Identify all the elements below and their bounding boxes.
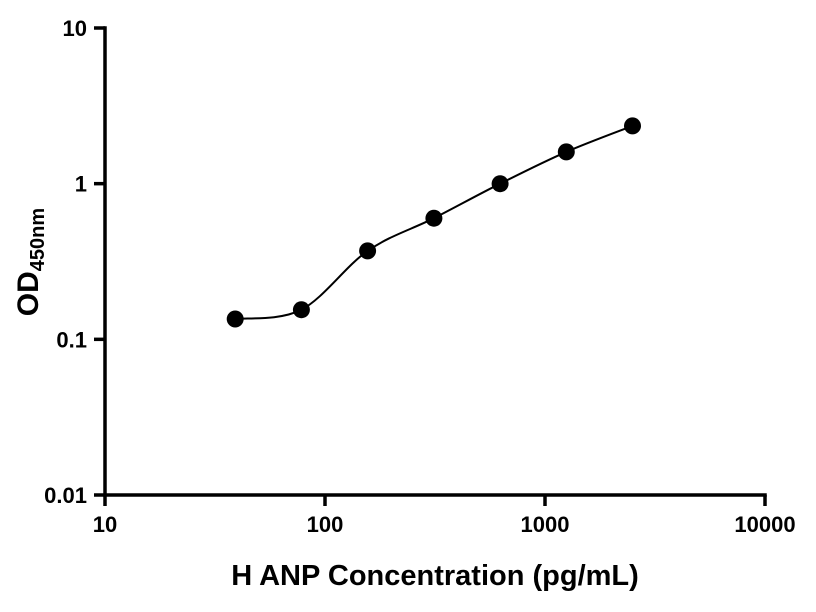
data-point-marker [226, 310, 244, 328]
y-axis-tick-label: 0.01 [44, 483, 87, 508]
y-axis-label-main: OD [12, 271, 45, 316]
y-axis-tick-label: 1 [75, 172, 87, 197]
y-axis-tick-label: 0.1 [56, 327, 87, 352]
x-axis-tick-label: 10000 [734, 512, 795, 537]
x-axis-tick-label: 1000 [521, 512, 570, 537]
x-axis-label: H ANP Concentration (pg/mL) [231, 560, 639, 592]
data-point-marker [359, 242, 377, 260]
y-axis-label-subscript: 450nm [27, 208, 49, 271]
data-point-marker [624, 117, 641, 135]
axis-spine [103, 26, 767, 497]
x-axis-tick-label: 100 [307, 512, 344, 537]
data-point-marker [557, 143, 575, 161]
x-axis-tick-label: 10 [93, 512, 117, 537]
y-axis-tick-label: 10 [63, 16, 87, 41]
data-point-marker [425, 209, 443, 227]
data-point-marker [491, 175, 509, 193]
y-axis-label: OD450nm [12, 208, 49, 316]
data-point-marker [292, 301, 310, 319]
